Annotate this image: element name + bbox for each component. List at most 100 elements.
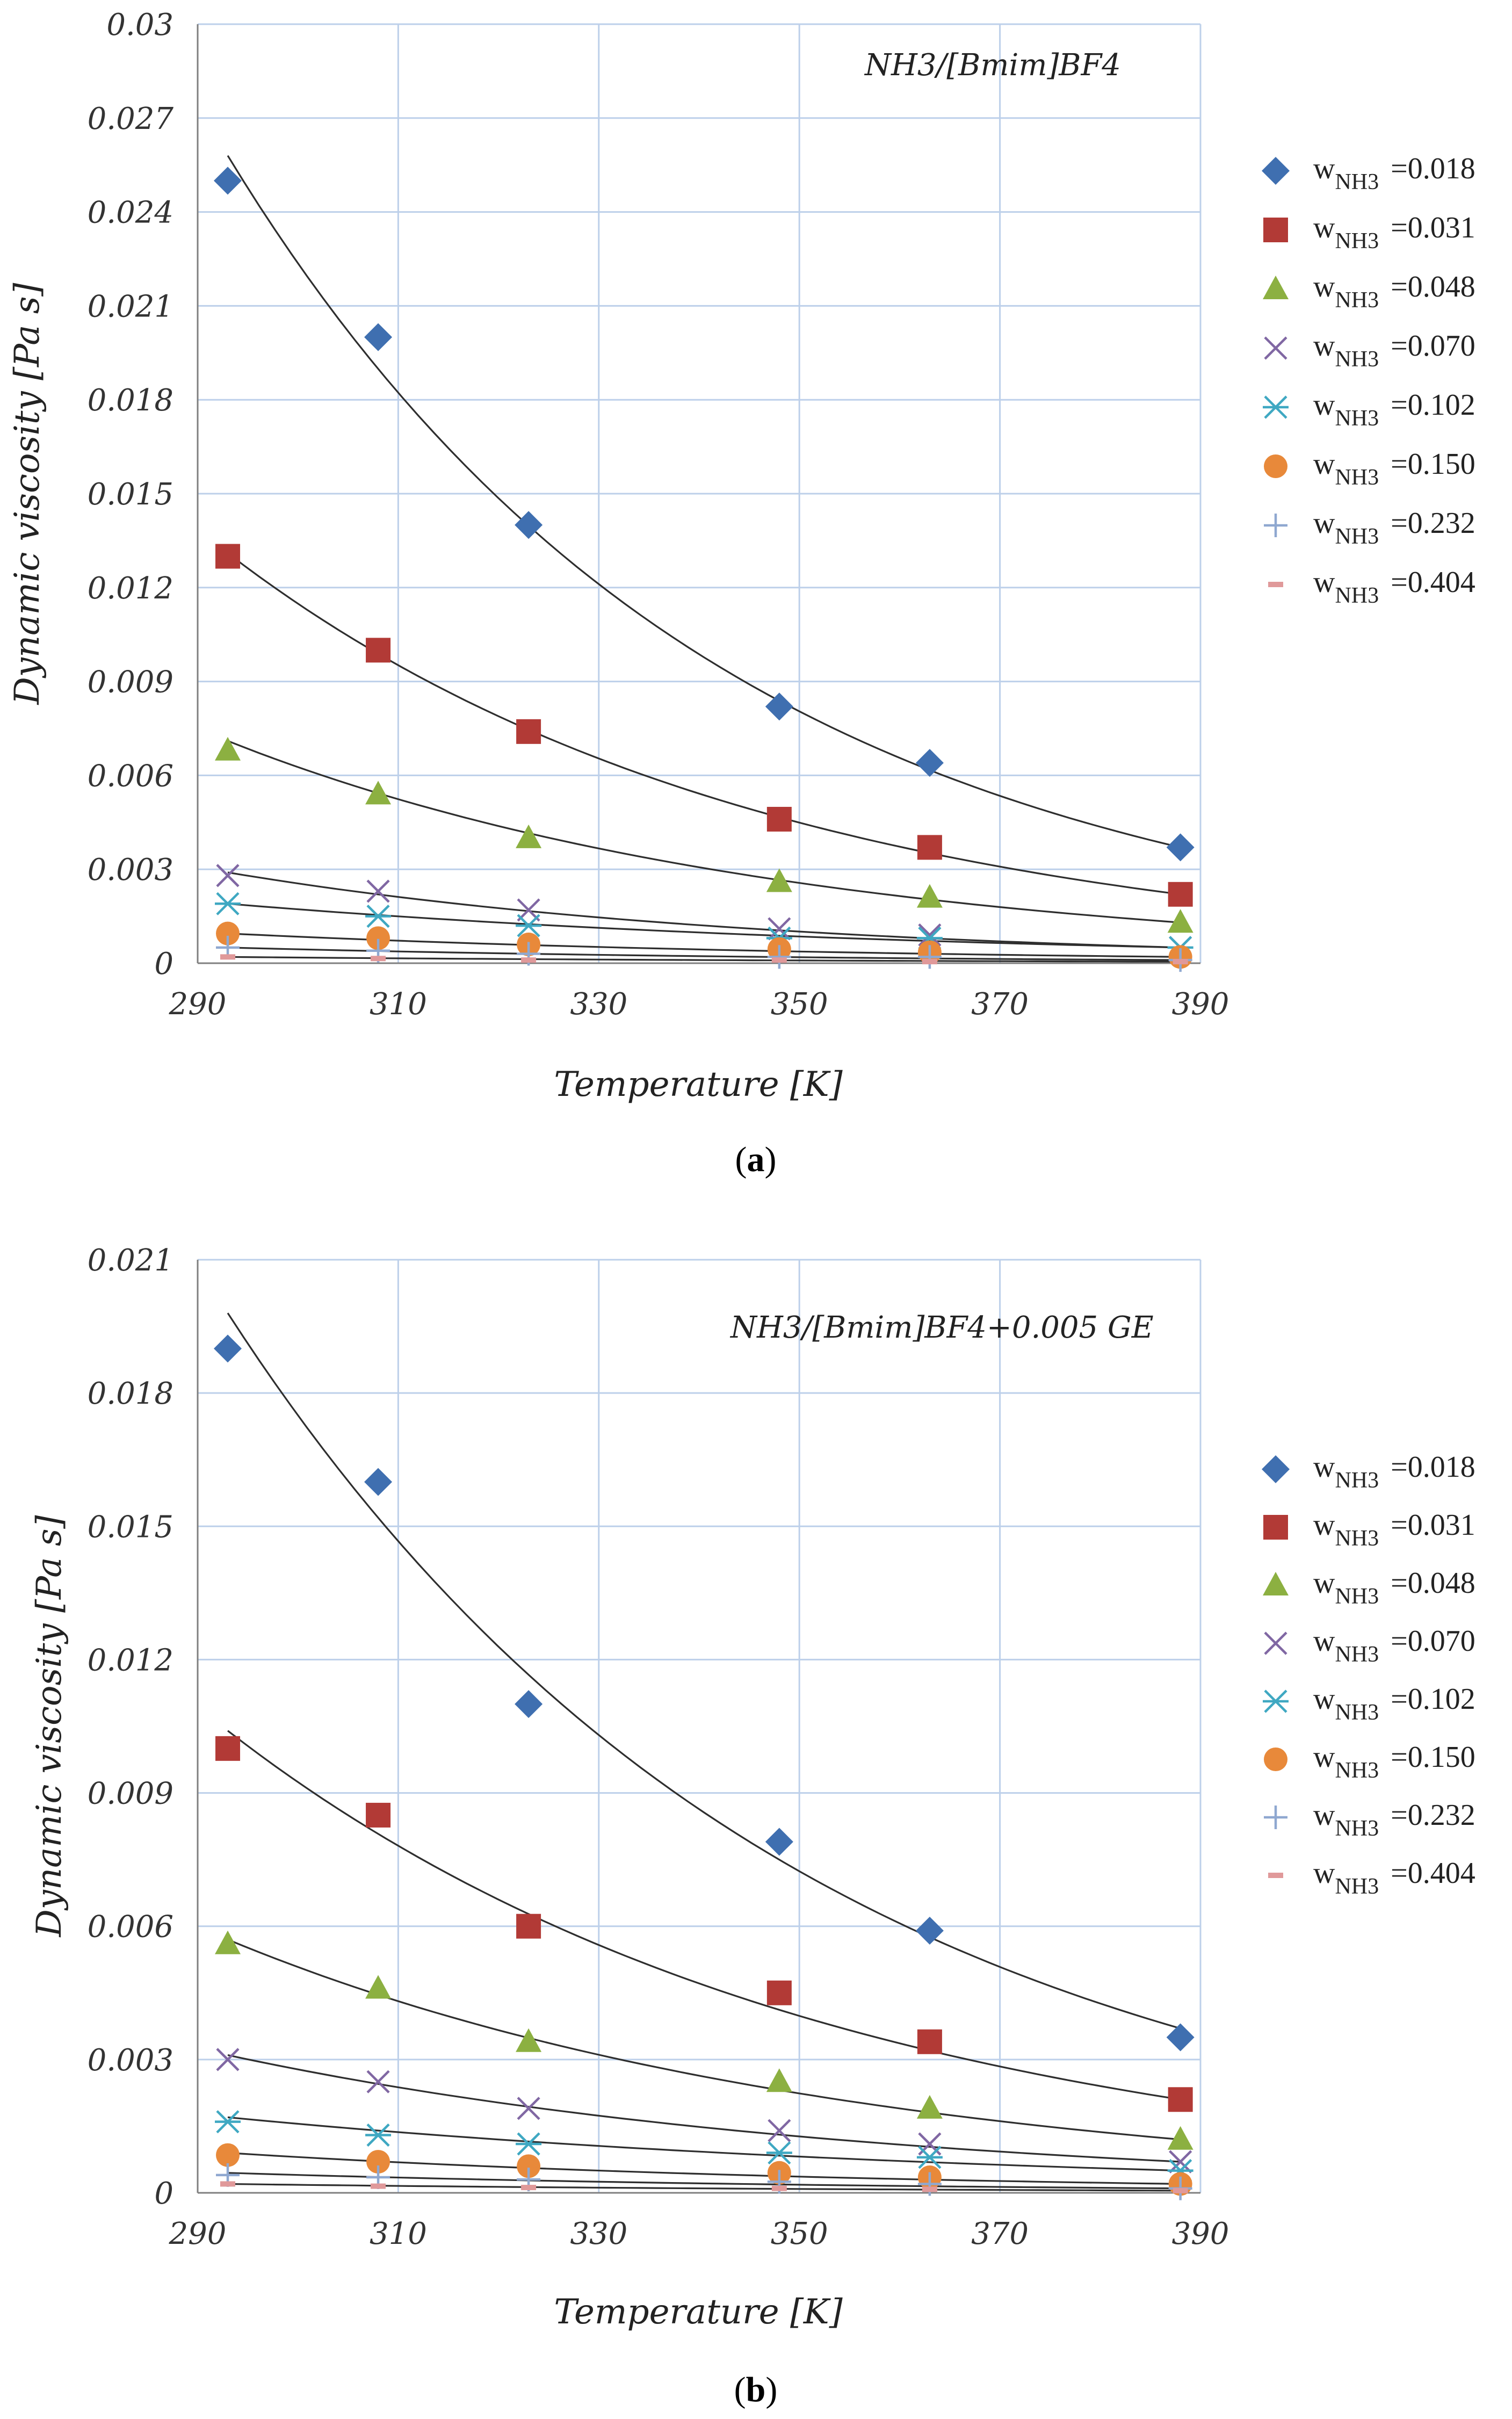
legend-label: wNH3 =0.031 xyxy=(1313,211,1475,254)
legend-label: wNH3 =0.070 xyxy=(1313,1624,1475,1667)
y-axis-title: Dynamic viscosity [Pa s] xyxy=(30,1514,69,1937)
fit-curve-0.031 xyxy=(227,552,1181,896)
legend-label: wNH3 =0.048 xyxy=(1313,1566,1475,1609)
x-tick-label: 290 xyxy=(169,2216,227,2251)
data-point-dash xyxy=(521,957,537,963)
series-0.102 xyxy=(215,2110,1193,2183)
data-point-asterisk xyxy=(365,905,392,928)
legend-item: wNH3 =0.048 xyxy=(1263,270,1475,313)
data-point-triangle xyxy=(365,1975,392,1999)
legend-marker-diamond xyxy=(1262,1455,1290,1483)
x-tick-label: 310 xyxy=(370,2216,427,2251)
legend-marker-circle xyxy=(1264,1748,1287,1771)
fit-curve-0.048 xyxy=(227,740,1181,923)
data-point-triangle xyxy=(1167,909,1193,933)
panel-label: NH3/[Bmim]BF4 xyxy=(864,48,1121,83)
fit-curve-0.031 xyxy=(227,1730,1181,2100)
legend-label: wNH3 =0.031 xyxy=(1313,1508,1475,1551)
data-point-dash xyxy=(771,957,787,963)
x-axis-title: Temperature [K] xyxy=(554,2292,843,2332)
legend-marker-x xyxy=(1264,336,1287,360)
legend-item: wNH3 =0.070 xyxy=(1264,1624,1475,1667)
data-point-diamond xyxy=(1166,2023,1195,2052)
chart-panel-b: 290 310 330 350 370 390 0 0.003 0.006 0.009 0.012 0… xyxy=(30,1243,1475,2409)
data-point-plus xyxy=(767,945,791,969)
data-point-triangle xyxy=(1167,2126,1193,2150)
y-tick-label: 0.006 xyxy=(88,1910,173,1945)
legend-marker-plus xyxy=(1264,1806,1287,1829)
series-0.048 xyxy=(215,736,1193,933)
data-point-circle xyxy=(216,2143,240,2167)
fit-curve-0.070 xyxy=(227,2054,1181,2163)
x-tick-label: 390 xyxy=(1172,987,1229,1022)
fit-curve-0.070 xyxy=(227,871,1181,949)
data-point-square xyxy=(766,1980,792,2005)
legend-item: wNH3 =0.031 xyxy=(1263,211,1475,254)
legend-item: wNH3 =0.018 xyxy=(1262,1450,1475,1493)
legend-label: wNH3 =0.150 xyxy=(1313,1741,1475,1783)
data-point-square xyxy=(215,544,241,569)
data-point-x xyxy=(366,879,390,903)
data-point-plus xyxy=(917,945,942,969)
x-tick-label: 350 xyxy=(771,987,828,1022)
y-tick-label: 0.021 xyxy=(88,1243,173,1278)
data-point-dash xyxy=(1173,959,1188,965)
x-tick-label: 330 xyxy=(570,2216,627,2251)
data-point-asterisk xyxy=(215,2110,241,2134)
fit-curve-0.018 xyxy=(227,1312,1181,2030)
legend-marker-dash xyxy=(1268,582,1283,587)
data-point-square xyxy=(366,1802,391,1828)
x-tick-label: 330 xyxy=(570,987,627,1022)
legend-item: wNH3 =0.070 xyxy=(1264,329,1475,372)
series-0.031 xyxy=(215,1736,1193,2112)
data-point-asterisk xyxy=(516,914,542,937)
data-point-x xyxy=(366,2070,390,2093)
legend-label: wNH3 =0.070 xyxy=(1313,329,1475,372)
y-tick-label: 0.012 xyxy=(88,571,173,606)
series-0.018 xyxy=(214,167,1195,862)
data-point-triangle xyxy=(766,2068,792,2092)
legend-label: wNH3 =0.404 xyxy=(1313,1857,1475,1899)
data-point-dash xyxy=(371,956,386,962)
legend-item: wNH3 =0.102 xyxy=(1263,1683,1475,1725)
fit-curves xyxy=(227,1312,1181,2192)
data-point-diamond xyxy=(214,1334,242,1363)
data-point-dash xyxy=(1173,2187,1188,2193)
legend-item: wNH3 =0.404 xyxy=(1268,1857,1475,1899)
data-point-dash xyxy=(922,959,937,965)
figure-caption: (b) xyxy=(734,2370,778,2409)
legend-marker-plus xyxy=(1264,514,1287,537)
data-point-square xyxy=(917,835,942,860)
legend-label: wNH3 =0.232 xyxy=(1313,1799,1475,1841)
legend-marker-asterisk xyxy=(1263,1689,1289,1713)
legend-label: wNH3 =0.018 xyxy=(1313,152,1475,194)
legend-item: wNH3 =0.150 xyxy=(1264,447,1475,490)
y-tick-label: 0.027 xyxy=(88,102,174,136)
data-point-dash xyxy=(521,2185,537,2191)
x-tick-label: 390 xyxy=(1172,2216,1229,2251)
y-tick-label: 0.018 xyxy=(88,383,173,418)
data-point-square xyxy=(516,719,541,744)
fit-curve-0.048 xyxy=(227,1939,1181,2141)
y-tick-label: 0.009 xyxy=(88,665,173,700)
legend: wNH3 =0.018 wNH3 =0.031 wNH3 =0.048 wNH3 =0.070… xyxy=(1262,1450,1475,1899)
data-point-triangle xyxy=(516,824,542,848)
legend-item: wNH3 =0.048 xyxy=(1263,1566,1475,1609)
series-0.070 xyxy=(216,2048,1192,2174)
panel-label: NH3/[Bmim]BF4+0.005 GE xyxy=(729,1310,1154,1345)
y-tick-label: 0 xyxy=(154,947,173,981)
legend-label: wNH3 =0.150 xyxy=(1313,447,1475,490)
y-axis-title: Dynamic viscosity [Pa s] xyxy=(8,282,47,705)
legend-marker-diamond xyxy=(1262,157,1290,185)
data-point-square xyxy=(215,1736,241,1761)
data-point-x xyxy=(768,2119,791,2142)
legend-marker-x xyxy=(1264,1631,1287,1655)
data-point-asterisk xyxy=(516,2132,542,2156)
data-point-diamond xyxy=(915,749,944,777)
legend-item: wNH3 =0.102 xyxy=(1263,388,1475,431)
data-point-diamond xyxy=(1166,833,1195,862)
data-point-diamond xyxy=(765,692,793,721)
legend-label: wNH3 =0.232 xyxy=(1313,507,1475,549)
data-point-circle xyxy=(216,921,240,945)
data-point-x xyxy=(216,2048,240,2071)
